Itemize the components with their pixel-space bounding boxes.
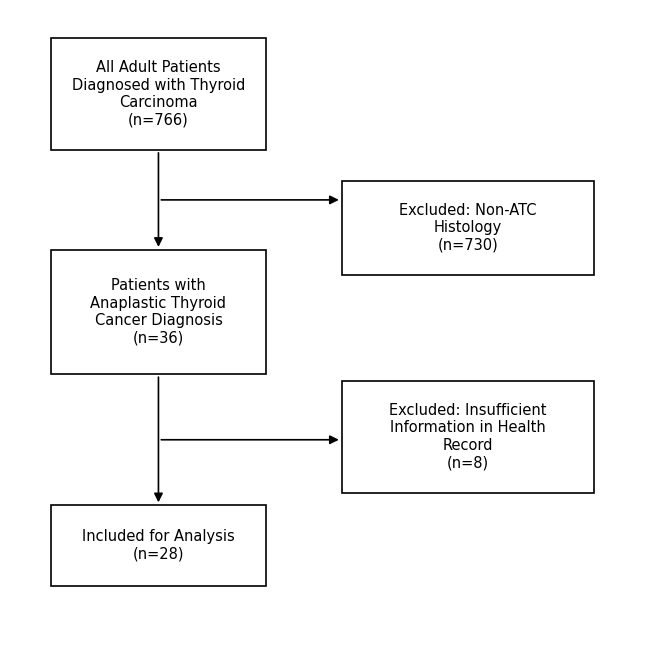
FancyBboxPatch shape (51, 505, 266, 586)
Text: Patients with
Anaplastic Thyroid
Cancer Diagnosis
(n=36): Patients with Anaplastic Thyroid Cancer … (90, 278, 226, 346)
FancyBboxPatch shape (51, 38, 266, 150)
FancyBboxPatch shape (342, 181, 594, 275)
Text: All Adult Patients
Diagnosed with Thyroid
Carcinoma
(n=766): All Adult Patients Diagnosed with Thyroi… (72, 60, 245, 128)
Text: Excluded: Non-ATC
Histology
(n=730): Excluded: Non-ATC Histology (n=730) (399, 203, 537, 253)
FancyBboxPatch shape (51, 250, 266, 374)
Text: Excluded: Insufficient
Information in Health
Record
(n=8): Excluded: Insufficient Information in He… (390, 403, 547, 471)
Text: Included for Analysis
(n=28): Included for Analysis (n=28) (82, 530, 235, 562)
FancyBboxPatch shape (342, 380, 594, 493)
